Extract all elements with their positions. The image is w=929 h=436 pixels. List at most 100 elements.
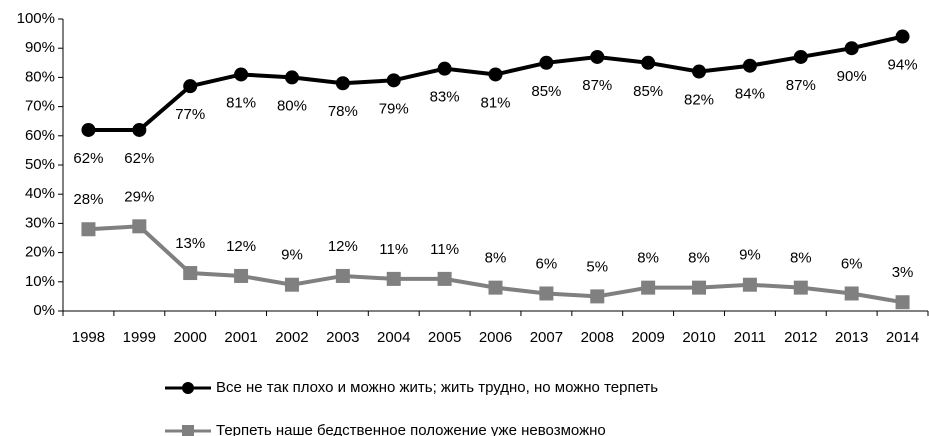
point — [335, 76, 350, 91]
point — [284, 70, 299, 85]
point — [132, 122, 147, 137]
line — [88, 34, 904, 132]
data-label: 87% — [582, 77, 612, 94]
point — [132, 219, 147, 234]
point — [437, 271, 452, 286]
legend-label: Терпеть наше бедственное положение уже н… — [216, 422, 606, 436]
data-label: 62% — [73, 150, 103, 167]
x-tick-label: 2000 — [174, 329, 207, 346]
data-label: 12% — [328, 238, 358, 255]
data-label: 81% — [226, 94, 256, 111]
x-tick-label: 2013 — [835, 329, 868, 346]
point — [590, 49, 605, 64]
y-tick-label: 30% — [25, 214, 55, 231]
data-label: 85% — [531, 83, 561, 100]
x-tick-label: 2012 — [784, 329, 817, 346]
y-tick-label: 80% — [25, 68, 55, 85]
legend-marker — [182, 425, 194, 436]
x-tick-label: 2003 — [326, 329, 359, 346]
data-label: 11% — [379, 241, 408, 258]
data-label: 8% — [790, 250, 812, 267]
point — [386, 271, 401, 286]
point — [539, 55, 554, 70]
data-label: 9% — [281, 247, 303, 264]
data-label: 80% — [277, 97, 307, 114]
point — [692, 64, 707, 79]
data-label: 3% — [892, 264, 914, 281]
point — [742, 58, 757, 73]
data-label: 8% — [637, 250, 659, 267]
data-label: 6% — [536, 255, 558, 272]
point — [335, 268, 350, 283]
x-tick-label: 2004 — [377, 329, 410, 346]
legend-marker — [182, 382, 194, 394]
point — [692, 280, 707, 295]
x-tick-label: 2009 — [631, 329, 664, 346]
data-label: 11% — [430, 241, 459, 258]
point — [590, 289, 605, 304]
point — [742, 277, 757, 292]
data-label: 85% — [633, 83, 663, 100]
point — [895, 295, 910, 310]
data-label: 29% — [124, 188, 154, 205]
y-tick-label: 10% — [25, 273, 55, 290]
y-tick-label: 70% — [25, 98, 55, 115]
y-tick-label: 20% — [25, 244, 55, 261]
data-label: 78% — [328, 103, 358, 120]
x-tick-label: 2011 — [734, 329, 766, 346]
data-label: 8% — [485, 250, 507, 267]
data-label: 28% — [73, 191, 103, 208]
point — [81, 122, 96, 137]
point — [895, 29, 910, 44]
point — [844, 286, 859, 301]
point — [234, 268, 249, 283]
point — [386, 73, 401, 88]
y-tick-label: 100% — [17, 10, 55, 27]
data-label: 90% — [837, 68, 867, 85]
data-label: 6% — [841, 255, 863, 272]
point — [488, 67, 503, 82]
data-label: 83% — [430, 89, 460, 106]
y-tick-label: 90% — [25, 39, 55, 56]
point — [81, 222, 96, 237]
data-label: 5% — [586, 258, 608, 275]
data-label: 94% — [888, 56, 918, 73]
point — [641, 55, 656, 70]
point — [793, 49, 808, 64]
x-tick-label: 1998 — [72, 329, 105, 346]
point — [183, 266, 198, 281]
data-label: 79% — [379, 100, 409, 117]
x-tick-label: 2006 — [479, 329, 512, 346]
data-label: 87% — [786, 77, 816, 94]
point — [539, 286, 554, 301]
point — [793, 280, 808, 295]
data-label: 13% — [175, 235, 205, 252]
point — [284, 277, 299, 292]
data-label: 81% — [480, 94, 510, 111]
point — [844, 41, 859, 56]
x-tick-label: 2005 — [428, 329, 461, 346]
x-tick-label: 2010 — [682, 329, 715, 346]
y-tick-label: 60% — [25, 127, 55, 144]
data-label: 82% — [684, 92, 714, 109]
y-tick-label: 40% — [25, 185, 55, 202]
data-label: 77% — [175, 106, 205, 123]
data-label: 9% — [739, 247, 761, 264]
point — [488, 280, 503, 295]
data-label: 8% — [688, 250, 710, 267]
x-tick-label: 1999 — [123, 329, 156, 346]
x-tick-label: 2001 — [224, 329, 257, 346]
x-tick-label: 2014 — [886, 329, 919, 346]
x-tick-label: 2008 — [581, 329, 614, 346]
data-label: 62% — [124, 150, 154, 167]
legend-label: Все не так плохо и можно жить; жить труд… — [216, 379, 658, 396]
data-label: 84% — [735, 86, 765, 103]
y-tick-label: 0% — [33, 302, 55, 319]
x-tick-label: 2002 — [275, 329, 308, 346]
point — [234, 67, 249, 82]
x-tick-label: 2007 — [530, 329, 563, 346]
data-label: 12% — [226, 238, 256, 255]
point — [437, 61, 452, 76]
point — [183, 79, 198, 94]
